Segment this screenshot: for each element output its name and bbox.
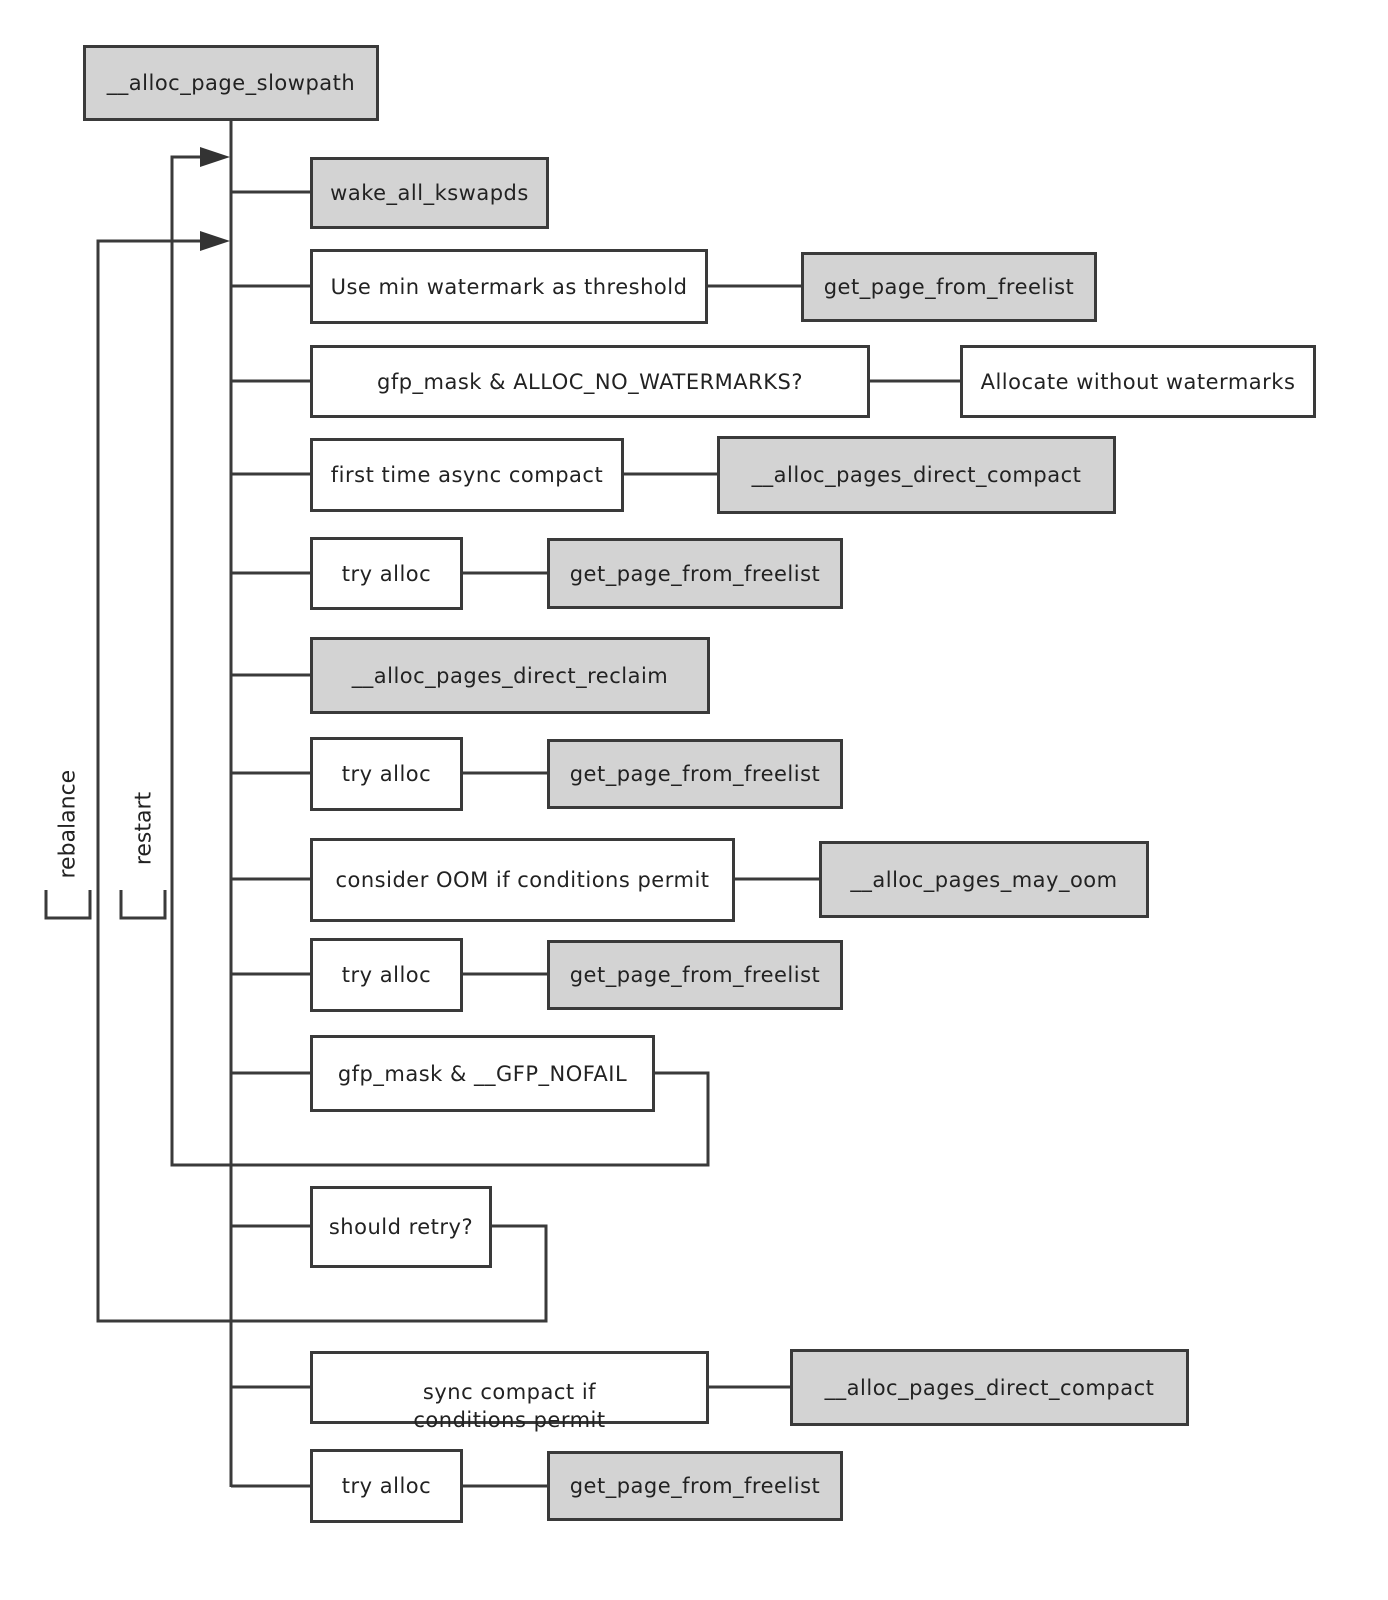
no-watermarks-check: gfp_mask & ALLOC_NO_WATERMARKS? xyxy=(310,345,870,418)
rebalance-label: rebalance xyxy=(55,769,81,879)
should-retry-check: should retry? xyxy=(310,1186,492,1268)
root-node: __alloc_page_slowpath xyxy=(83,45,379,121)
restart-loop xyxy=(170,155,710,1167)
restart-bracket xyxy=(119,890,167,920)
async-compact-node: first time async compact xyxy=(310,438,624,512)
min-watermark-node: Use min watermark as threshold xyxy=(310,249,708,324)
freelist-node-2: get_page_from_freelist xyxy=(547,538,843,609)
direct-reclaim-node: __alloc_pages_direct_reclaim xyxy=(310,637,710,714)
oom-node: consider OOM if conditions permit xyxy=(310,838,735,922)
alloc-no-watermarks-node: Allocate without watermarks xyxy=(960,345,1316,418)
try-alloc-2: try alloc xyxy=(310,737,463,811)
rebalance-loop xyxy=(96,239,548,1323)
wake-node: wake_all_kswapds xyxy=(310,157,549,229)
freelist-node-4: get_page_from_freelist xyxy=(547,940,843,1010)
restart-label: restart xyxy=(131,791,157,866)
restart-arrowhead xyxy=(200,147,230,167)
try-alloc-1: try alloc xyxy=(310,537,463,610)
sync-compact-node: sync compact if conditions permit xyxy=(310,1351,709,1432)
rebalance-arrowhead xyxy=(200,231,230,251)
nofail-check: gfp_mask & __GFP_NOFAIL xyxy=(310,1035,655,1112)
direct-compact-node-1: __alloc_pages_direct_compact xyxy=(717,436,1116,514)
freelist-node-5: get_page_from_freelist xyxy=(547,1451,843,1521)
freelist-node-3: get_page_from_freelist xyxy=(547,739,843,809)
may-oom-node: __alloc_pages_may_oom xyxy=(819,841,1149,918)
direct-compact-node-2: __alloc_pages_direct_compact xyxy=(790,1349,1189,1426)
freelist-node-1: get_page_from_freelist xyxy=(801,252,1097,322)
try-alloc-4: try alloc xyxy=(310,1449,463,1523)
rebalance-bracket xyxy=(44,890,92,920)
try-alloc-3: try alloc xyxy=(310,938,463,1012)
